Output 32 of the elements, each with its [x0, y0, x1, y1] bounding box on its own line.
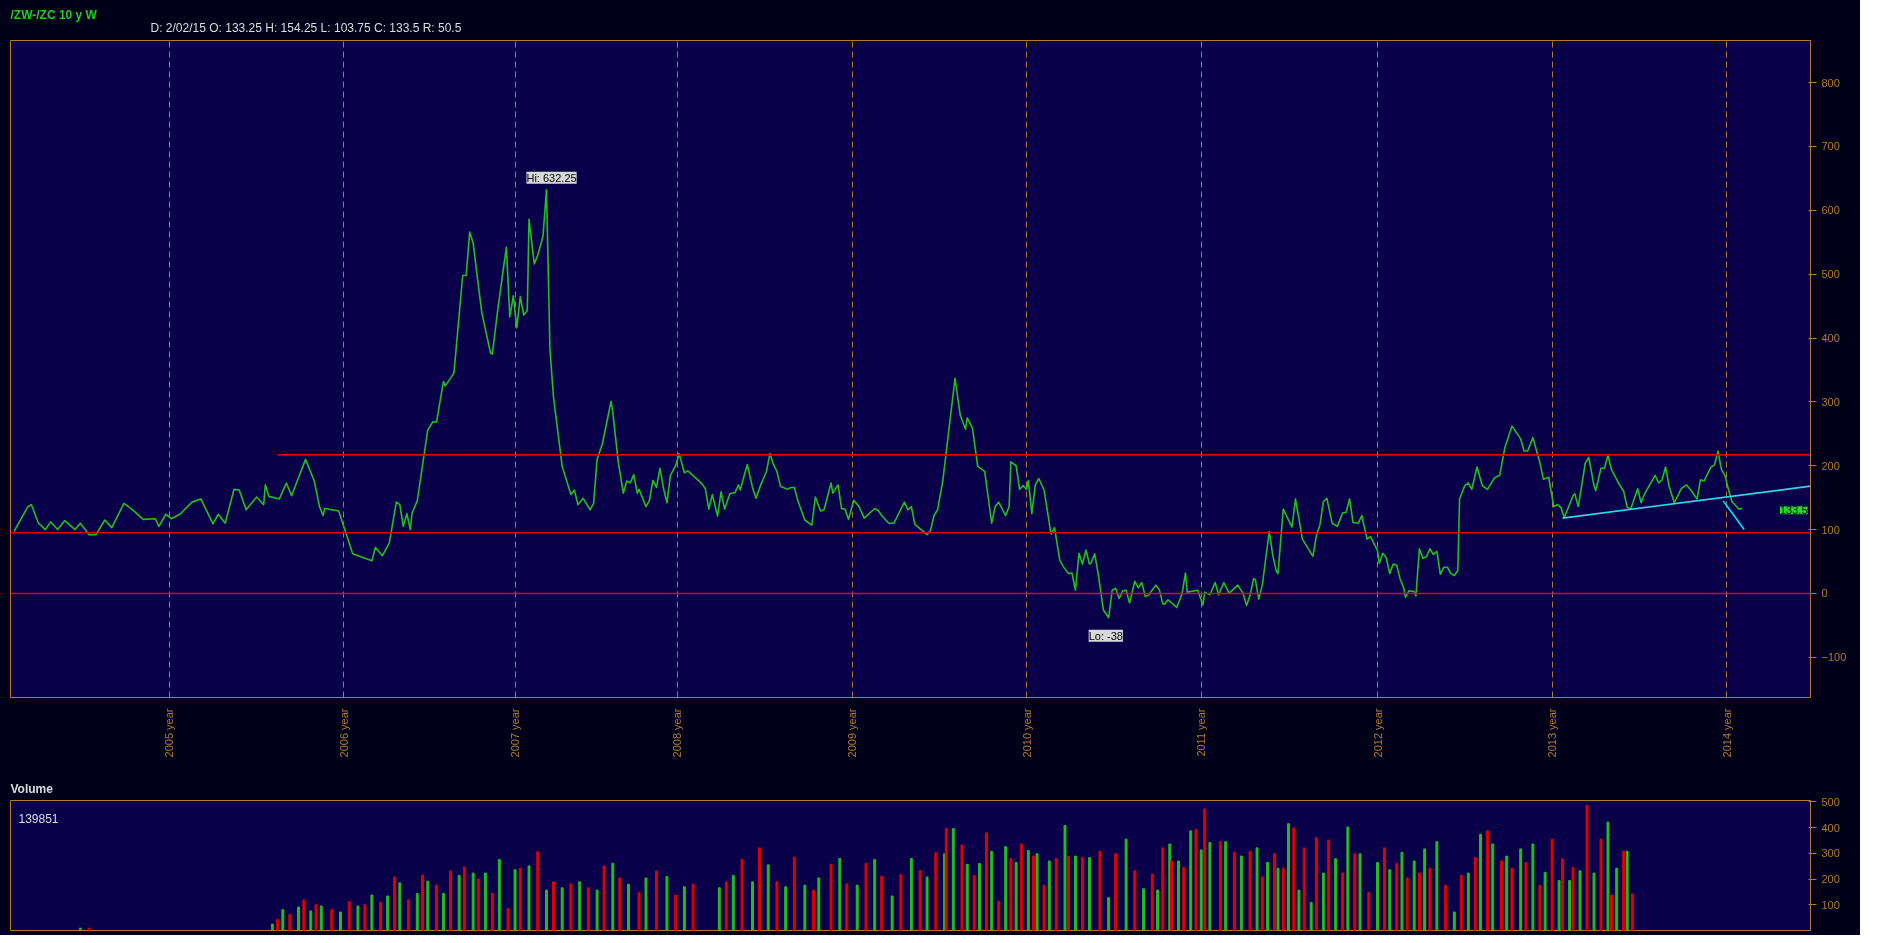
y-tick-label: 400 [1821, 332, 1840, 345]
x-tick-label: 2014 year [1720, 708, 1733, 758]
chart-title: Volume [10, 781, 54, 796]
y-tick-label: 200 [1821, 873, 1840, 886]
annotation: Lo: -38 [1088, 629, 1123, 642]
x-tick-label: 2013 year [1546, 708, 1559, 758]
y-tick-label: 100 [1821, 523, 1840, 536]
y-tick-label: −100 [1821, 651, 1847, 664]
y-tick-label: 500 [1821, 795, 1840, 808]
x-tick-label: 2005 year [163, 708, 176, 758]
x-tick-label: 2010 year [1020, 708, 1033, 758]
x-tick-label: 2008 year [671, 708, 684, 758]
x-tick-label: 2006 year [337, 708, 350, 758]
y-tick-label: 600 [1821, 204, 1840, 217]
y-tick-label: 300 [1821, 395, 1840, 408]
y-tick-label: 100 [1821, 898, 1840, 911]
y-tick-label: 800 [1821, 76, 1840, 89]
chart-title: /ZW-/ZC 10 y W [10, 7, 98, 22]
annotation: 139851 [18, 811, 59, 826]
x-tick-label: 2012 year [1371, 708, 1384, 758]
y-tick-label: 300 [1821, 847, 1840, 860]
y-tick-label: 500 [1821, 268, 1840, 281]
annotation: 133.5 [1779, 504, 1808, 517]
y-tick-label: 400 [1821, 821, 1840, 834]
annotation: Hi: 632.25 [526, 171, 577, 184]
chart-subtitle: D: 2/02/15 O: 133.25 H: 154.25 L: 103.75 C: 133.5 R: 50.5 [150, 20, 462, 35]
x-tick-label: 2011 year [1195, 708, 1208, 757]
y-tick-label: 200 [1821, 459, 1840, 472]
y-tick-label: 700 [1821, 140, 1840, 153]
y-tick-label: 0 [1821, 587, 1828, 600]
x-tick-label: 2009 year [846, 708, 859, 758]
x-tick-label: 2007 year [509, 708, 522, 758]
